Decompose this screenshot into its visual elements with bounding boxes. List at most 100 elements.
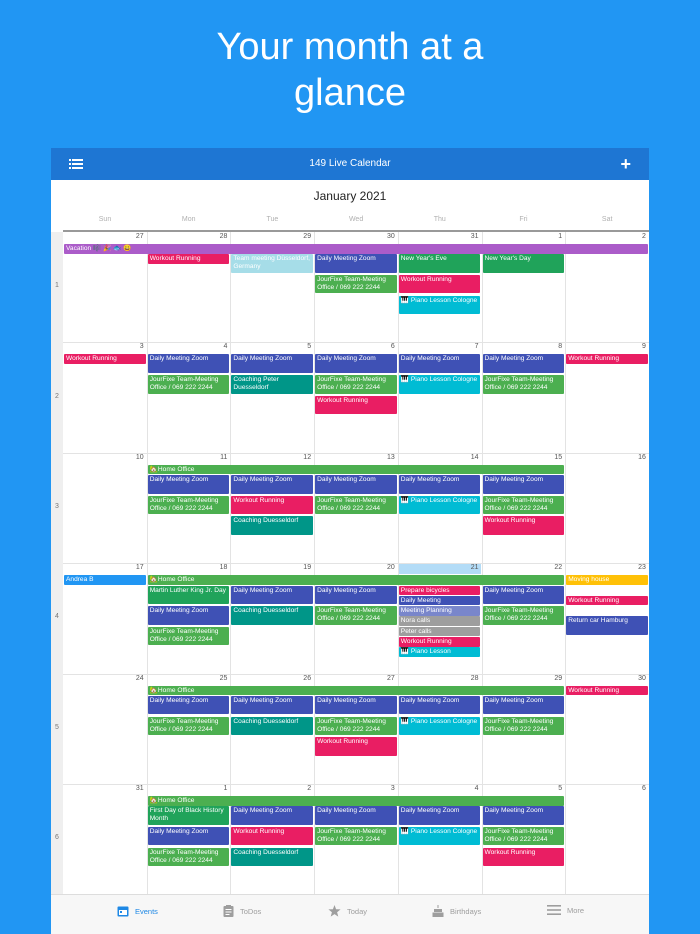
event-chip[interactable]: Workout Running <box>482 847 565 866</box>
event-chip[interactable]: Daily Meeting Zoom <box>482 475 565 494</box>
event-chip[interactable]: 🏡Home Office <box>147 796 565 806</box>
event-chip[interactable]: New Year's Eve <box>398 254 481 273</box>
event-chip[interactable]: Workout Running <box>231 826 314 846</box>
event-chip[interactable]: JourFixe Team-Meeting Office / 069 222 2… <box>482 716 565 735</box>
event-chip[interactable]: 🎹 Piano Lesson Cologne <box>398 716 481 735</box>
event-chip[interactable]: Workout Running <box>482 516 565 535</box>
day-number[interactable]: 31 <box>135 785 144 792</box>
day-number[interactable]: 15 <box>554 453 563 461</box>
event-chip[interactable]: Workout Running <box>566 595 648 606</box>
day-number[interactable]: 25 <box>219 674 228 682</box>
event-chip[interactable]: New Year's Day <box>482 254 565 273</box>
day-number[interactable]: 3 <box>390 785 395 792</box>
event-chip[interactable]: Return car Hamburg <box>566 616 648 635</box>
event-chip[interactable]: Vacation 🎼 🎉 🐟 😀 <box>64 244 648 254</box>
event-chip[interactable]: Workout Running <box>315 395 397 415</box>
event-chip[interactable]: Workout Running <box>566 354 648 364</box>
event-chip[interactable]: JourFixe Team-Meeting Office / 069 222 2… <box>315 826 397 846</box>
event-chip[interactable]: Nora calls <box>398 616 481 626</box>
event-chip[interactable]: Workout Running <box>566 685 648 696</box>
list-menu-icon[interactable] <box>69 159 83 169</box>
tab-birthdays[interactable]: Birthdays <box>432 905 481 917</box>
event-chip[interactable]: JourFixe Team-Meeting Office / 069 222 2… <box>147 626 230 646</box>
event-chip[interactable]: Workout Running <box>231 495 314 515</box>
day-number[interactable]: 27 <box>387 674 395 682</box>
event-chip[interactable]: 🎹 Piano Lesson Cologne <box>398 295 481 314</box>
event-chip[interactable]: JourFixe Team-Meeting Office / 069 222 2… <box>315 495 397 515</box>
tab-today[interactable]: Today <box>328 905 367 917</box>
event-chip[interactable]: Coaching Peter Duesseldorf <box>231 375 314 394</box>
day-number[interactable]: 13 <box>387 453 395 461</box>
event-chip[interactable]: Moving house <box>566 575 648 585</box>
event-chip[interactable]: Coaching Duesseldorf <box>231 847 314 866</box>
day-number[interactable]: 24 <box>135 674 144 682</box>
event-chip[interactable]: Daily Meeting Zoom <box>315 695 397 715</box>
event-chip[interactable]: Daily Meeting Zoom <box>482 585 565 604</box>
event-chip[interactable]: Daily Meeting Zoom <box>315 475 397 494</box>
day-number[interactable]: 31 <box>470 233 479 240</box>
event-chip[interactable]: Workout Running <box>64 354 146 364</box>
day-number[interactable]: 6 <box>641 785 646 792</box>
event-chip[interactable]: Daily Meeting Zoom <box>398 475 481 494</box>
event-chip[interactable]: Daily Meeting Zoom <box>231 695 314 715</box>
day-number[interactable]: 28 <box>470 674 479 682</box>
event-chip[interactable]: Team meeting Düsseldorf, Germany <box>231 254 314 273</box>
event-chip[interactable]: Daily Meeting Zoom <box>147 826 230 846</box>
event-chip[interactable]: JourFixe Team-Meeting Office / 069 222 2… <box>147 375 230 394</box>
event-chip[interactable]: Daily Meeting Zoom <box>482 806 565 825</box>
event-chip[interactable]: Daily Meeting Zoom <box>482 354 565 373</box>
day-number[interactable]: 3 <box>139 343 144 351</box>
event-chip[interactable]: Daily Meeting Zoom <box>231 354 314 373</box>
event-chip[interactable]: Coaching Duesseldorf <box>231 516 314 535</box>
event-chip[interactable]: Andrea B <box>64 575 146 585</box>
day-number[interactable]: 10 <box>135 453 144 461</box>
event-chip[interactable]: JourFixe Team-Meeting Office / 069 222 2… <box>147 495 230 515</box>
event-chip[interactable]: JourFixe Team-Meeting Office / 069 222 2… <box>315 606 397 625</box>
event-chip[interactable]: JourFixe Team-Meeting Office / 069 222 2… <box>147 847 230 866</box>
event-chip[interactable]: Workout Running <box>147 254 230 264</box>
event-chip[interactable]: 🎹 Piano Lesson Cologne <box>398 826 481 846</box>
event-chip[interactable]: Daily Meeting Zoom <box>398 354 481 373</box>
add-event-button[interactable]: + <box>620 154 631 174</box>
event-chip[interactable]: Daily Meeting Zoom <box>147 606 230 625</box>
day-number[interactable]: 26 <box>303 674 312 682</box>
event-chip[interactable]: 🎹 Piano Lesson Cologne <box>398 495 481 515</box>
day-number[interactable]: 17 <box>135 564 144 572</box>
day-number[interactable]: 12 <box>303 453 312 461</box>
day-number[interactable]: 18 <box>219 564 228 572</box>
event-chip[interactable]: Daily Meeting Zoom <box>147 475 230 494</box>
day-number[interactable]: 5 <box>558 785 563 792</box>
event-chip[interactable]: Daily Meeting Zoom <box>231 475 314 494</box>
event-chip[interactable]: Daily Meeting Zoom <box>398 806 481 825</box>
day-number[interactable]: 30 <box>638 674 646 682</box>
event-chip[interactable]: Workout Running <box>398 637 481 647</box>
event-chip[interactable]: Coaching Duesseldorf <box>231 716 314 735</box>
event-chip[interactable]: Daily Meeting Zoom <box>315 254 397 273</box>
day-number[interactable]: 5 <box>307 343 312 351</box>
event-chip[interactable]: Daily Meeting Zoom <box>315 585 397 604</box>
event-chip[interactable]: Prepare bicycles <box>398 585 481 595</box>
event-chip[interactable]: Workout Running <box>315 737 397 756</box>
event-chip[interactable]: Daily Meeting Zoom <box>231 585 314 604</box>
day-number[interactable]: 27 <box>135 233 144 240</box>
day-number[interactable]: 19 <box>303 564 312 572</box>
day-number[interactable]: 29 <box>303 233 312 240</box>
event-chip[interactable]: First Day of Black History Month <box>147 806 230 825</box>
event-chip[interactable]: Daily Meeting Zoom <box>147 695 230 715</box>
event-chip[interactable]: Daily Meeting Zoom <box>482 695 565 715</box>
day-number[interactable]: 21 <box>470 564 479 572</box>
day-number[interactable]: 8 <box>558 343 563 351</box>
event-chip[interactable]: JourFixe Team-Meeting Office / 069 222 2… <box>315 716 397 735</box>
event-chip[interactable]: JourFixe Team-Meeting Office / 069 222 2… <box>315 375 397 394</box>
day-number[interactable]: 14 <box>470 453 479 461</box>
day-number[interactable]: 23 <box>638 564 646 572</box>
event-chip[interactable]: JourFixe Team-Meeting Office / 069 222 2… <box>315 274 397 294</box>
event-chip[interactable]: Daily Meeting Zoom <box>315 806 397 825</box>
day-number[interactable]: 4 <box>223 343 228 351</box>
day-number[interactable]: 4 <box>474 785 479 792</box>
day-number[interactable]: 6 <box>390 343 395 351</box>
day-number[interactable]: 29 <box>554 674 563 682</box>
day-number[interactable]: 7 <box>474 343 479 351</box>
day-number[interactable]: 20 <box>387 564 395 572</box>
day-number[interactable]: 30 <box>387 233 395 240</box>
